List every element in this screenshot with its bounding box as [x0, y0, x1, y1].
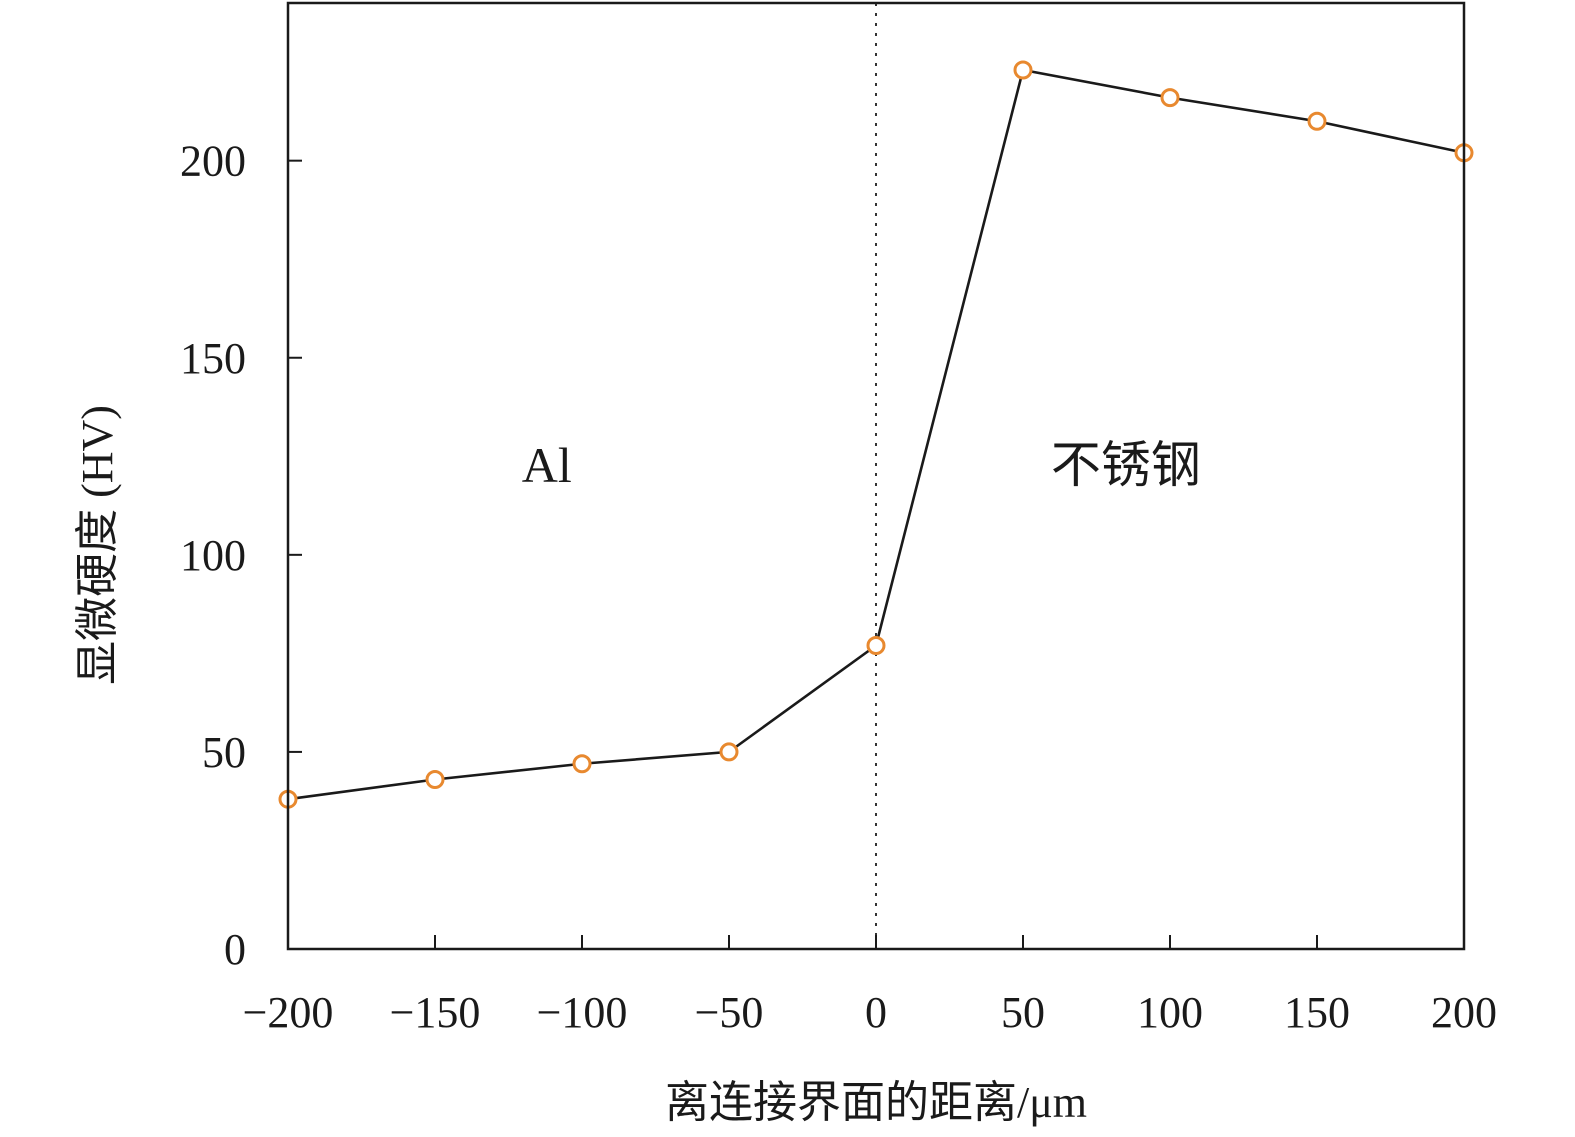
- x-tick-label: −150: [390, 988, 481, 1037]
- x-tick-label: 50: [1001, 988, 1045, 1037]
- y-tick-label: 50: [202, 728, 246, 777]
- x-axis: −200 −150 −100 −50 0 50 100 150 200: [243, 935, 1497, 1037]
- x-tick-label: −50: [695, 988, 764, 1037]
- data-point: [866, 635, 886, 655]
- y-axis: 0 50 100 150 200: [180, 137, 302, 974]
- data-point: [572, 754, 592, 774]
- region-label: 不锈钢: [1051, 437, 1201, 493]
- y-tick-label: 0: [224, 925, 246, 974]
- x-tick-label: 150: [1284, 988, 1350, 1037]
- data-point: [719, 742, 739, 762]
- data-point: [1013, 60, 1033, 80]
- x-tick-label: 100: [1137, 988, 1203, 1037]
- x-tick-label: −100: [537, 988, 628, 1037]
- y-tick-label: 100: [180, 531, 246, 580]
- x-tick-label: −200: [243, 988, 334, 1037]
- x-axis-label: 离连接界面的距离/μm: [665, 1078, 1087, 1127]
- data-point: [1307, 111, 1327, 131]
- region-label: Al: [522, 437, 572, 493]
- data-point: [1160, 88, 1180, 108]
- y-tick-label: 150: [180, 334, 246, 383]
- data-point: [425, 770, 445, 790]
- x-tick-label: 0: [865, 988, 887, 1037]
- y-tick-label: 200: [180, 137, 246, 186]
- region-labels: Al 不锈钢: [522, 437, 1201, 493]
- x-tick-label: 200: [1431, 988, 1497, 1037]
- plot-layer: [278, 3, 1474, 949]
- y-axis-label: 显微硬度 (HV): [73, 405, 122, 685]
